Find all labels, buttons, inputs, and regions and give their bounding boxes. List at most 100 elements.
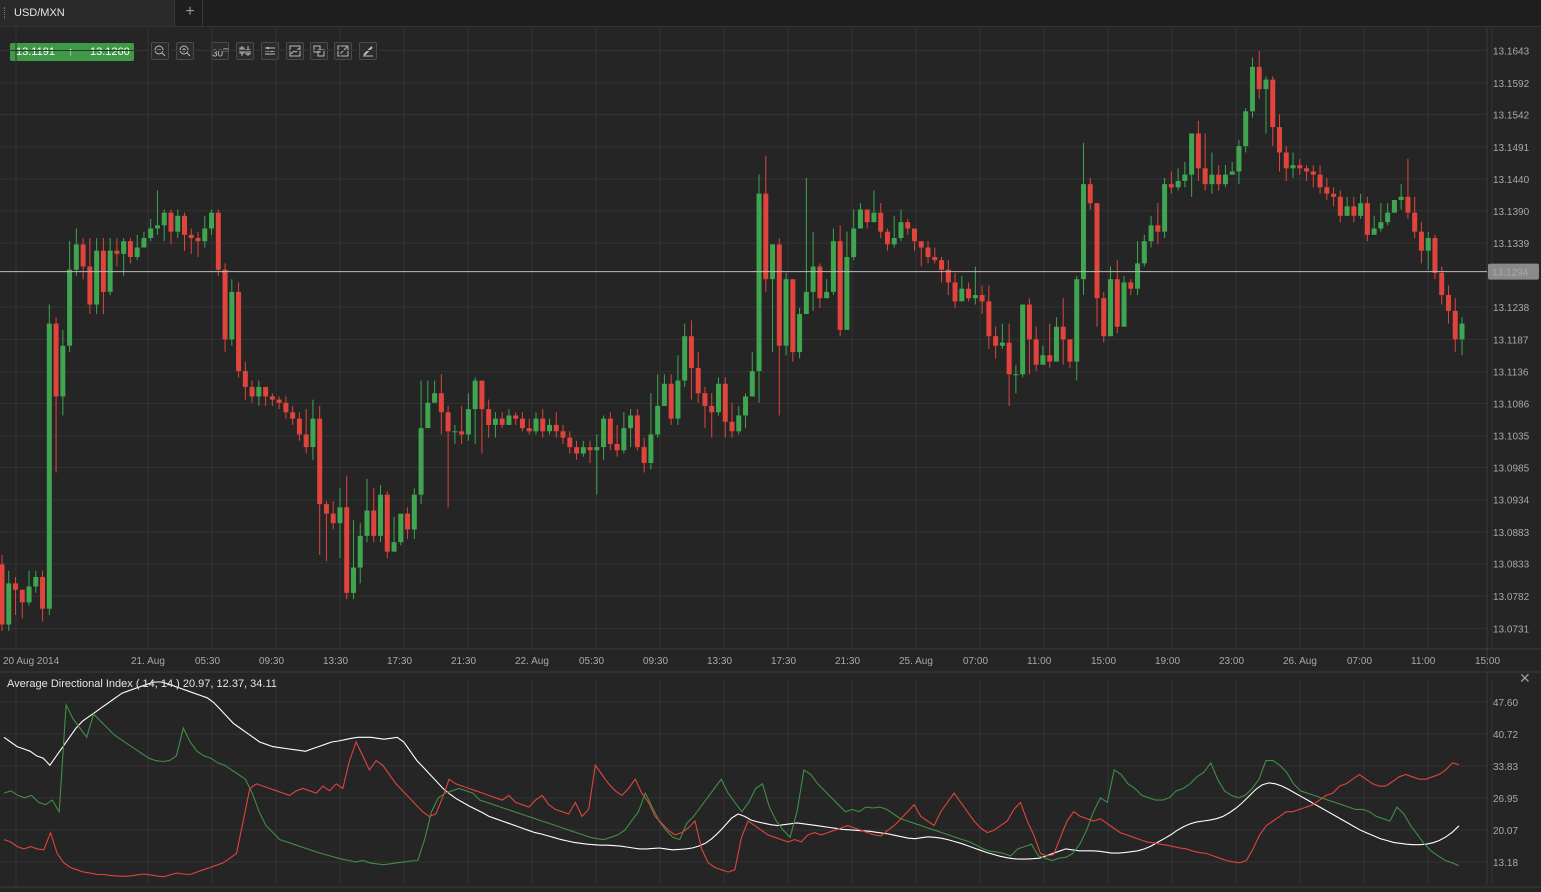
candle-body [492,418,498,425]
candle-body [1229,171,1235,175]
candle-body [966,288,972,299]
candle-body [13,583,19,590]
candle-body [932,257,938,261]
candle-body [959,288,965,302]
candle-body [371,510,377,536]
candle-body [972,295,978,299]
candle-body [1243,111,1249,147]
candle-body [1439,272,1445,296]
candle-body [1148,225,1154,242]
candle-body [148,228,154,239]
candle-body [1026,304,1032,340]
candle-body [776,244,782,346]
candle-body [499,418,505,425]
candle-body [168,212,174,232]
price-tick-label: 13.1592 [1493,79,1530,90]
candle-body [553,424,559,432]
price-tick-label: 13.1339 [1493,239,1530,250]
chart-type-button[interactable] [286,42,304,60]
candle-body [621,428,627,451]
candle-body [628,415,634,429]
candle-body [783,279,789,346]
candle-body [209,212,215,229]
candle-body [1236,146,1242,172]
candle-body [1256,66,1262,90]
candle-body [384,494,390,552]
compare-button[interactable] [310,42,328,60]
add-tab-button[interactable]: + [178,0,203,26]
adx-tick-label: 47.60 [1493,698,1518,709]
candle-body [1445,295,1451,311]
candle-body [547,424,552,432]
candle-body [526,428,532,432]
candlestick-button[interactable] [236,42,254,60]
candle-body [993,336,999,346]
candle-body [884,231,890,245]
tab-usd-mxn[interactable]: USD/MXN [0,0,175,26]
indicators-button[interactable] [261,42,279,60]
candle-body [1310,171,1316,175]
candle-body [398,513,404,543]
quote-badge: 13.1191 ↑ 13.1260 [10,43,134,61]
ask-price: 13.1260 [90,46,130,58]
candle-body [283,402,289,413]
candle-body [236,291,242,372]
time-tick-label: 15:00 [1091,656,1116,667]
candle-body [67,269,73,346]
candle-body [195,238,201,242]
price-tick-label: 13.1643 [1493,46,1530,57]
candle-body [614,443,620,451]
candle-body [607,418,613,444]
candle-body [1108,279,1114,337]
candle-body [1020,304,1026,375]
tab-grip-icon[interactable] [4,7,7,19]
candle-body [871,212,877,223]
candle-body [513,415,519,419]
candle-body [1222,174,1228,185]
time-tick-label: 17:30 [771,656,796,667]
candle-body [1324,187,1330,194]
candle-body [418,428,424,495]
time-tick-label: 17:30 [387,656,412,667]
price-tick-label: 13.1187 [1493,335,1529,346]
period-button[interactable]: 30m [211,42,229,60]
candle-body [154,225,160,229]
candle-body [695,367,701,394]
candle-body [851,228,857,258]
price-tick-label: 13.1491 [1493,143,1530,154]
arrow-up-icon: ↑ [68,46,74,58]
candle-body [1277,127,1282,153]
candle-body [601,418,607,448]
candle-body [560,431,566,438]
candle-body [94,250,100,305]
price-axis-bg [1487,27,1541,667]
candle-body [242,371,248,387]
indicator-close-icon[interactable]: ✕ [1519,670,1531,686]
candle-body [817,266,823,299]
candle-body [357,535,363,568]
candle-body [121,241,127,254]
indicators-icon [265,47,275,55]
candle-body [1033,339,1039,365]
candle-body [249,386,255,397]
candle-body [682,336,688,381]
candle-body [1175,180,1181,188]
candle-body [688,336,694,368]
candle-body [1358,203,1364,216]
price-tick-label: 13.0883 [1493,528,1530,539]
indicator-title: Average Directional Index ( 14, 14 ) 20.… [7,678,277,690]
candle-body [1074,279,1080,362]
pencil-button[interactable] [359,42,377,60]
candle-body [655,405,661,435]
candle-body [269,396,275,400]
candle-body [465,409,471,435]
price-tick-label: 13.1238 [1493,303,1530,314]
candle-body [1114,279,1120,327]
candle-body [918,241,924,248]
adx-tick-label: 33.83 [1493,762,1518,773]
candle-body [276,399,282,403]
candle-body [263,386,269,397]
candle-body [378,494,384,536]
draw-button[interactable] [334,42,352,60]
